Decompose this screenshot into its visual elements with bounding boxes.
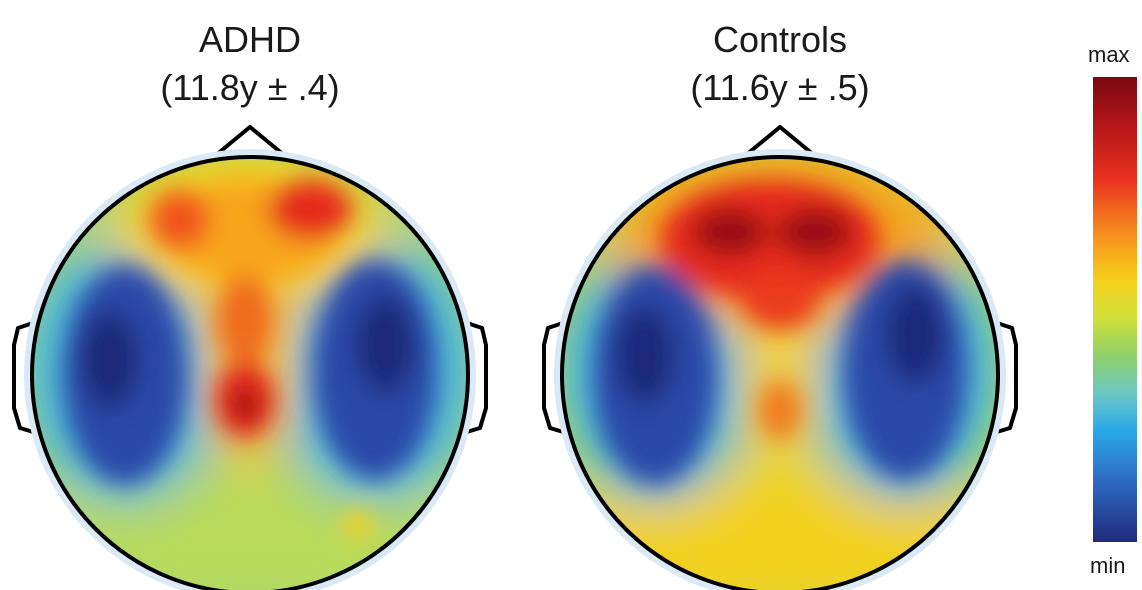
- controls-head-outline: [560, 155, 1000, 590]
- controls-left-ear-icon: [542, 320, 571, 436]
- controls-nose-icon: [738, 125, 822, 162]
- colorbar-min-label: min: [1090, 553, 1126, 578]
- adhd-age-label: (11.8y ± .4): [160, 67, 340, 108]
- colorbar: [1093, 77, 1137, 542]
- adhd-heatmap: [32, 157, 468, 590]
- controls-title-label: Controls: [712, 19, 848, 60]
- adhd-left-ear-icon: [12, 320, 41, 436]
- adhd-topomap: [12, 125, 488, 590]
- controls-heatmap: [562, 157, 998, 590]
- adhd-title: ADHD (11.8y ± .4): [130, 18, 370, 110]
- controls-right-ear-icon: [989, 320, 1018, 436]
- adhd-title-label: ADHD: [198, 19, 301, 60]
- adhd-nose-icon: [208, 125, 292, 162]
- adhd-right-ear-icon: [459, 320, 488, 436]
- colorbar-max-label: max: [1088, 42, 1130, 67]
- controls-age-label: (11.6y ± .5): [690, 67, 870, 108]
- controls-topomap: [542, 125, 1018, 590]
- controls-title: Controls (11.6y ± .5): [660, 18, 900, 110]
- adhd-head-outline: [30, 155, 470, 590]
